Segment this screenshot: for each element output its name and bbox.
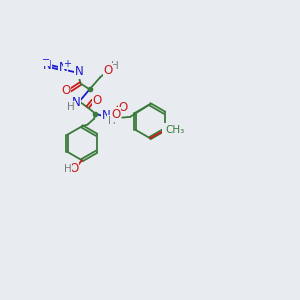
Text: O: O bbox=[118, 101, 128, 114]
Text: O: O bbox=[61, 84, 70, 97]
Text: +: + bbox=[63, 59, 71, 69]
Text: H: H bbox=[67, 102, 75, 112]
Text: O: O bbox=[69, 163, 79, 176]
Text: N: N bbox=[75, 65, 83, 78]
Text: N: N bbox=[102, 109, 110, 122]
Text: O: O bbox=[163, 123, 172, 136]
Text: H: H bbox=[111, 61, 119, 71]
Text: H: H bbox=[64, 164, 72, 174]
Text: N: N bbox=[59, 61, 68, 74]
Text: N: N bbox=[43, 59, 52, 72]
Text: −: − bbox=[42, 55, 50, 65]
Text: N: N bbox=[72, 97, 81, 110]
Text: CH₃: CH₃ bbox=[165, 125, 184, 135]
Text: O: O bbox=[111, 108, 120, 121]
Text: O: O bbox=[103, 64, 113, 76]
Text: O: O bbox=[92, 94, 101, 107]
Text: H: H bbox=[107, 116, 115, 126]
